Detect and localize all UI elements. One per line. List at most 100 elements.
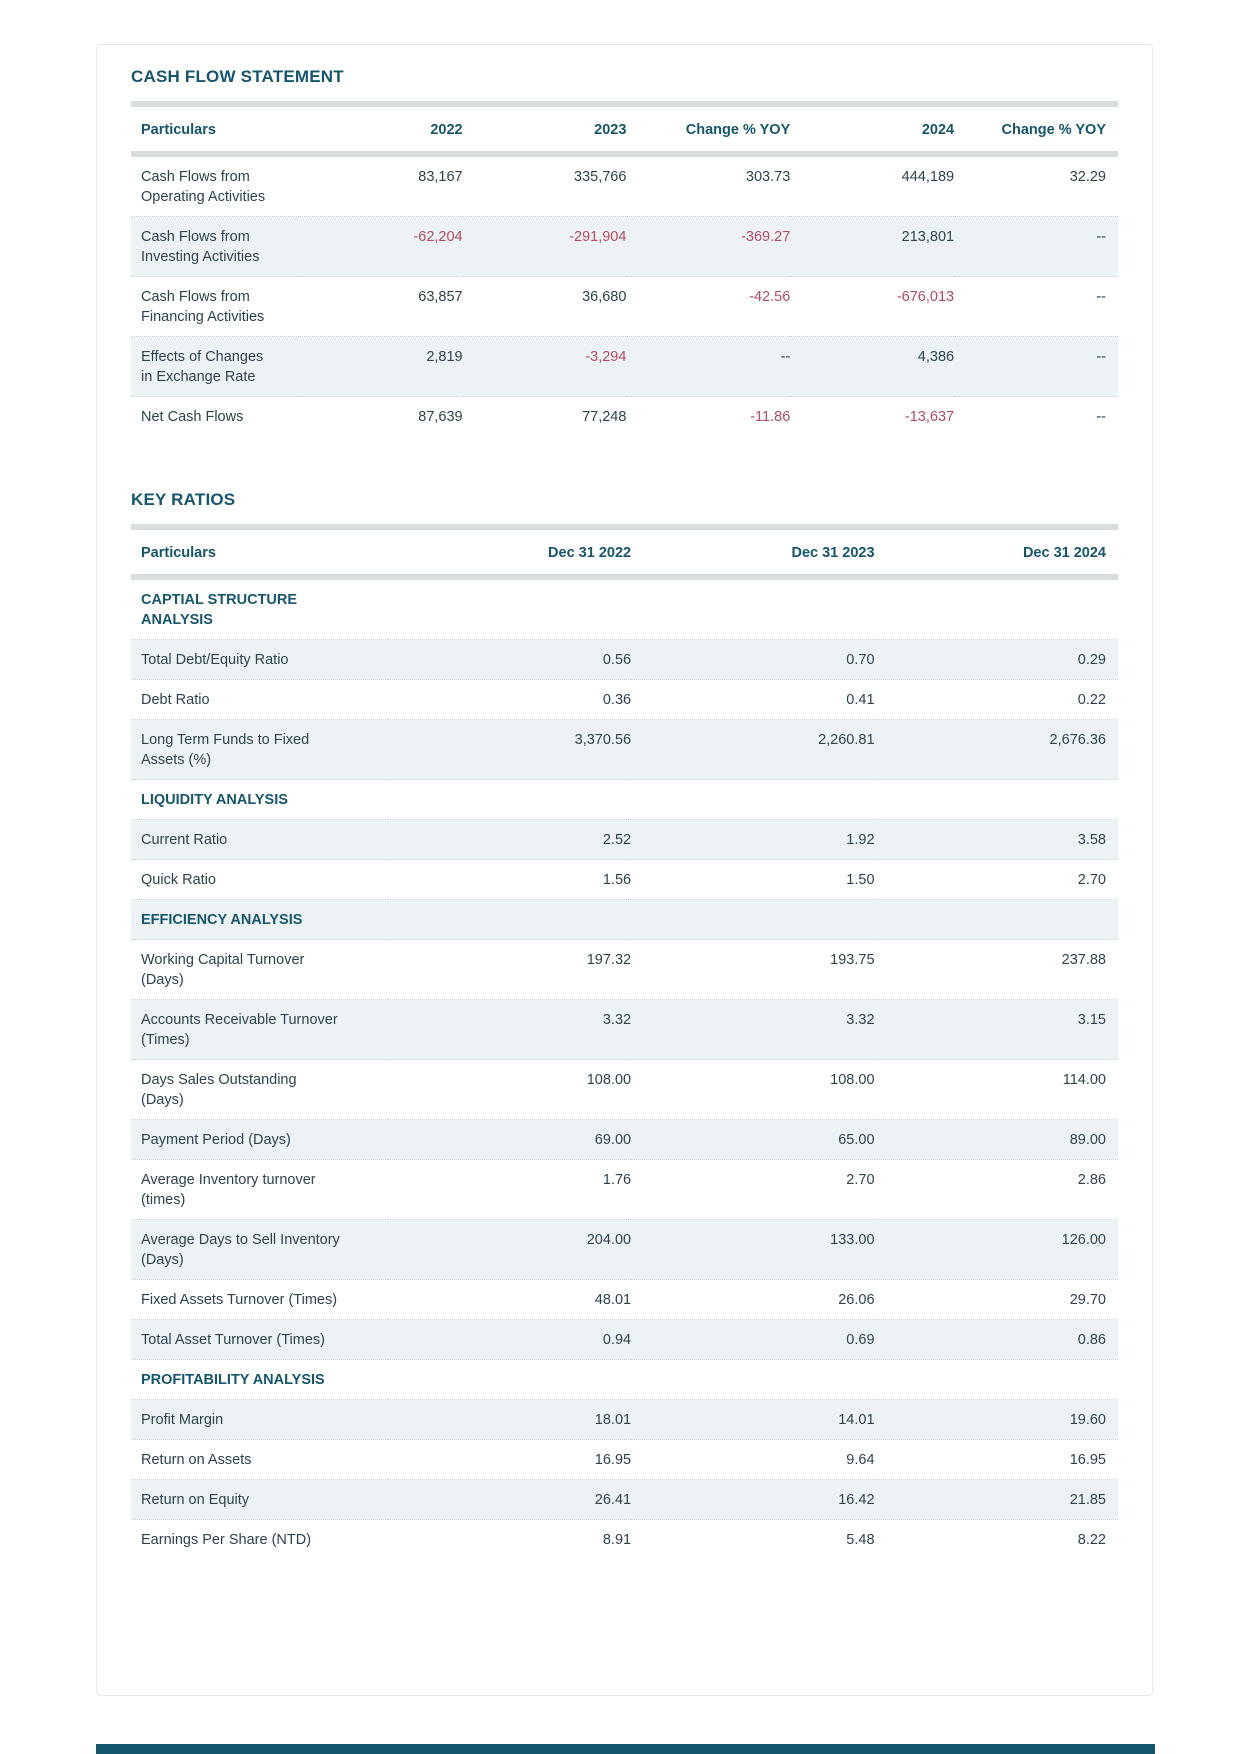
cell-value: 197.32 [387, 939, 632, 1000]
row-label: Debt Ratio [131, 679, 388, 720]
cell-value: 237.88 [874, 939, 1118, 1000]
cell-value: 21.85 [874, 1479, 1118, 1520]
cash-flow-statement-table: Particulars 2022 2023 Change % YOY 2024 Chang… [131, 101, 1118, 436]
cell-value: 444,189 [901, 169, 955, 185]
cell-value: 5.48 [631, 1519, 875, 1559]
cell-value: 8.91 [387, 1519, 632, 1559]
cell-value: 0.41 [631, 679, 875, 720]
cell-value: 2.52 [387, 819, 632, 860]
table-row: Average Inventory turnover (times) 1.76 2.… [131, 1159, 1118, 1220]
table-row: Payment Period (Days) 69.00 65.00 89.00 [131, 1119, 1118, 1160]
cell-value: -11.86 [626, 396, 791, 436]
cell-value: 69.00 [387, 1119, 632, 1160]
cell-value: 89.00 [874, 1119, 1118, 1160]
cell-value: -676,013 [790, 276, 955, 337]
row-label: Total Asset Turnover (Times) [131, 1319, 388, 1360]
cell-value: -- [954, 336, 1118, 397]
table-row: Accounts Receivable Turnover (Times) 3.32… [131, 999, 1118, 1060]
cell-value: 3.58 [874, 819, 1118, 860]
cell-value: 19.60 [874, 1399, 1118, 1440]
cell-value: 1.92 [631, 819, 875, 860]
cash-flow-statement-title: CASH FLOW STATEMENT [131, 67, 344, 86]
table-row: Profit Margin 18.01 14.01 19.60 [131, 1399, 1118, 1440]
row-label: Accounts Receivable Turnover (Times) [131, 999, 388, 1060]
row-label: Working Capital Turnover (Days) [131, 939, 388, 1000]
row-label: Current Ratio [131, 819, 388, 860]
cell-value: 36,680 [462, 276, 627, 337]
cell-value: -369.27 [626, 216, 791, 277]
key-ratios-title: KEY RATIOS [131, 490, 236, 509]
row-label: Earnings Per Share (NTD) [131, 1519, 388, 1559]
table-row: Current Ratio 2.52 1.92 3.58 [131, 819, 1118, 860]
column-header: 2023 [462, 101, 627, 157]
cell-value: 3,370.56 [387, 719, 632, 780]
cell-value: 77,248 [462, 396, 627, 436]
cell-value: 133.00 [631, 1219, 875, 1280]
table-row: Effects of Changes in Exchange Rate 2,819… [131, 336, 1118, 397]
table-row: Net Cash Flows 87,639 77,248 -11.86 -13,637-… [131, 396, 1118, 436]
cell-value: 2,260.81 [631, 719, 875, 780]
cell-value: 32.29 [1069, 169, 1106, 185]
cell-value: 1.76 [387, 1159, 632, 1220]
key-ratios-table-header: Particulars Dec 31 2022 Dec 31 2023 Dec 31 … [131, 524, 1118, 580]
cell-value: 204.00 [387, 1219, 632, 1280]
column-header: Dec 31 2022 [387, 524, 632, 580]
cell-value: -3,294 [462, 336, 627, 397]
table-row: Total Debt/Equity Ratio 0.56 0.70 0.29 [131, 639, 1118, 680]
cell-value: 1.50 [631, 859, 875, 900]
cell-value: -62,204 [298, 216, 463, 277]
cell-value: 2,819 [298, 336, 463, 397]
cell-value: 16.42 [631, 1479, 875, 1520]
column-header: Particulars [131, 524, 388, 580]
cell-value: -- [954, 276, 1118, 337]
cell-value: 16.95 [874, 1439, 1118, 1480]
cell-value: -13,637 [790, 396, 955, 436]
cell-value: 2.70 [874, 859, 1118, 900]
section-header-row: CAPTIAL STRUCTURE ANALYSIS [131, 577, 1118, 640]
row-label: Long Term Funds to Fixed Assets (%) [131, 719, 388, 780]
cell-value: 9.64 [631, 1439, 875, 1480]
table-row: Days Sales Outstanding (Days) 108.00 108.0… [131, 1059, 1118, 1120]
cell-value: 1.56 [387, 859, 632, 900]
column-header: Particulars [131, 101, 299, 157]
cell-value: 0.56 [387, 639, 632, 680]
cell-value: 114.00 [874, 1059, 1118, 1120]
cell-value: 3.15 [874, 999, 1118, 1060]
cell-value: 126.00 [874, 1219, 1118, 1280]
section-header-label: EFFICIENCY ANALYSIS [131, 899, 1118, 940]
table-row: Cash Flows from Operating Activities 83,1… [131, 154, 1118, 217]
row-label: Profit Margin [131, 1399, 388, 1440]
table-row: Cash Flows from Financing Activities 63,8… [131, 276, 1118, 337]
cell-value: 26.06 [631, 1279, 875, 1320]
cell-value: 213,801 [790, 216, 955, 277]
cell-value: -291,904 [462, 216, 627, 277]
cell-value: 8.22 [874, 1519, 1118, 1559]
table-row: Return on Equity 26.41 16.42 21.85 [131, 1479, 1118, 1520]
row-label: Quick Ratio [131, 859, 388, 900]
cell-value: 14.01 [631, 1399, 875, 1440]
cell-value: 48.01 [387, 1279, 632, 1320]
key-ratios-table: Particulars Dec 31 2022 Dec 31 2023 Dec 31 … [131, 524, 1118, 1559]
table-row: Debt Ratio 0.36 0.41 0.22 [131, 679, 1118, 720]
cell-value: 3.32 [631, 999, 875, 1060]
row-label: Cash Flows from Operating Activities [141, 169, 266, 205]
cell-value: 2,676.36 [874, 719, 1118, 780]
column-header: Change % YOY [626, 101, 791, 157]
row-label: Days Sales Outstanding (Days) [131, 1059, 388, 1120]
cell-value: 2.70 [631, 1159, 875, 1220]
cell-value: -- [626, 336, 791, 397]
cell-value: 108.00 [387, 1059, 632, 1120]
cell-value: 4,386 [790, 336, 955, 397]
row-label: Net Cash Flows [131, 396, 299, 436]
cell-value: 303.73 [745, 169, 791, 185]
section-header-label: CAPTIAL STRUCTURE ANALYSIS [141, 592, 298, 628]
cell-value: 3.32 [387, 999, 632, 1060]
cell-value: 0.36 [387, 679, 632, 720]
table-row: Average Days to Sell Inventory (Days) 204… [131, 1219, 1118, 1280]
table-row: Cash Flows from Investing Activities -62,… [131, 216, 1118, 277]
cash-flow-table-header: Particulars 2022 2023 Change % YOY 2024 Chang… [131, 101, 1118, 157]
cell-value: -42.56 [626, 276, 791, 337]
table-row: Working Capital Turnover (Days) 197.32 193… [131, 939, 1118, 1000]
table-row: Return on Assets 16.95 9.64 16.95 [131, 1439, 1118, 1480]
cell-value: 63,857 [298, 276, 463, 337]
